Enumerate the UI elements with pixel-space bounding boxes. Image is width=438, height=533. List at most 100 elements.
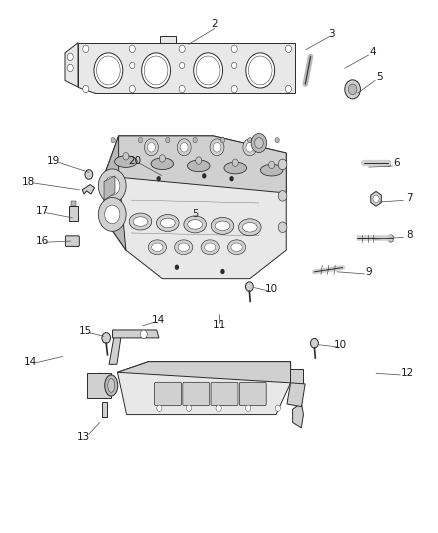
Circle shape (179, 45, 185, 53)
Circle shape (231, 45, 237, 53)
Circle shape (196, 157, 202, 164)
Circle shape (157, 405, 162, 411)
Circle shape (213, 142, 221, 152)
Circle shape (373, 195, 379, 203)
FancyBboxPatch shape (65, 236, 79, 246)
Text: 15: 15 (79, 326, 92, 336)
Circle shape (230, 176, 234, 181)
Circle shape (123, 152, 129, 160)
FancyBboxPatch shape (87, 373, 111, 398)
Circle shape (130, 62, 135, 69)
Circle shape (140, 330, 147, 338)
Text: 14: 14 (152, 316, 165, 326)
Ellipse shape (105, 375, 118, 396)
Polygon shape (117, 362, 290, 383)
Text: 5: 5 (192, 209, 198, 220)
Circle shape (179, 85, 185, 93)
Ellipse shape (187, 160, 210, 172)
Ellipse shape (205, 243, 216, 252)
Ellipse shape (152, 243, 163, 252)
Circle shape (138, 138, 143, 143)
Polygon shape (104, 136, 126, 250)
Text: 3: 3 (328, 29, 335, 39)
Ellipse shape (231, 243, 242, 252)
Circle shape (83, 85, 89, 93)
Circle shape (278, 222, 287, 232)
Circle shape (348, 84, 357, 95)
Circle shape (220, 269, 225, 274)
Ellipse shape (156, 214, 179, 231)
Ellipse shape (188, 220, 202, 229)
Polygon shape (287, 383, 305, 407)
Ellipse shape (115, 156, 137, 167)
Ellipse shape (211, 217, 234, 235)
Circle shape (111, 138, 115, 143)
Circle shape (148, 142, 155, 152)
Circle shape (180, 62, 185, 69)
Circle shape (232, 62, 237, 69)
Ellipse shape (129, 213, 152, 230)
Text: 18: 18 (21, 177, 35, 187)
Circle shape (246, 405, 251, 411)
Text: 7: 7 (406, 193, 413, 203)
Text: 19: 19 (47, 156, 60, 166)
Text: 6: 6 (394, 158, 400, 168)
Circle shape (141, 53, 170, 88)
FancyBboxPatch shape (239, 382, 266, 406)
Circle shape (278, 191, 287, 201)
Circle shape (247, 138, 252, 143)
Circle shape (232, 159, 238, 166)
Circle shape (251, 133, 267, 152)
Ellipse shape (201, 240, 219, 255)
Text: 9: 9 (365, 267, 372, 277)
Circle shape (193, 138, 197, 143)
Circle shape (202, 173, 206, 179)
Polygon shape (117, 362, 290, 415)
Circle shape (159, 155, 166, 162)
Circle shape (220, 138, 225, 143)
FancyBboxPatch shape (183, 382, 210, 406)
Circle shape (254, 138, 263, 148)
Circle shape (275, 138, 279, 143)
Polygon shape (78, 43, 295, 93)
Circle shape (216, 405, 221, 411)
Circle shape (268, 161, 275, 168)
Circle shape (246, 142, 254, 152)
FancyBboxPatch shape (211, 382, 238, 406)
Circle shape (231, 85, 237, 93)
Circle shape (166, 138, 170, 143)
Text: 2: 2 (212, 19, 218, 29)
Ellipse shape (91, 373, 108, 398)
Text: 8: 8 (406, 230, 413, 240)
Text: 11: 11 (212, 320, 226, 330)
Circle shape (194, 53, 223, 88)
Ellipse shape (224, 162, 247, 174)
Circle shape (129, 85, 135, 93)
Circle shape (246, 53, 275, 88)
Circle shape (388, 235, 394, 242)
Text: 17: 17 (35, 206, 49, 216)
FancyBboxPatch shape (102, 402, 107, 417)
Circle shape (345, 80, 360, 99)
Ellipse shape (108, 378, 115, 392)
Ellipse shape (160, 218, 175, 228)
Ellipse shape (239, 219, 261, 236)
Circle shape (67, 64, 73, 71)
Ellipse shape (175, 240, 193, 255)
Circle shape (243, 139, 257, 156)
FancyBboxPatch shape (69, 206, 78, 221)
Ellipse shape (215, 221, 230, 231)
Circle shape (286, 45, 291, 53)
Ellipse shape (133, 217, 148, 227)
Circle shape (245, 282, 253, 292)
Circle shape (105, 176, 120, 195)
Ellipse shape (178, 243, 189, 252)
Circle shape (99, 169, 126, 203)
Ellipse shape (184, 216, 206, 233)
Circle shape (275, 405, 280, 411)
Ellipse shape (151, 158, 173, 169)
Text: 4: 4 (370, 47, 376, 58)
Text: 5: 5 (376, 72, 383, 82)
FancyBboxPatch shape (71, 201, 76, 206)
Circle shape (94, 53, 123, 88)
